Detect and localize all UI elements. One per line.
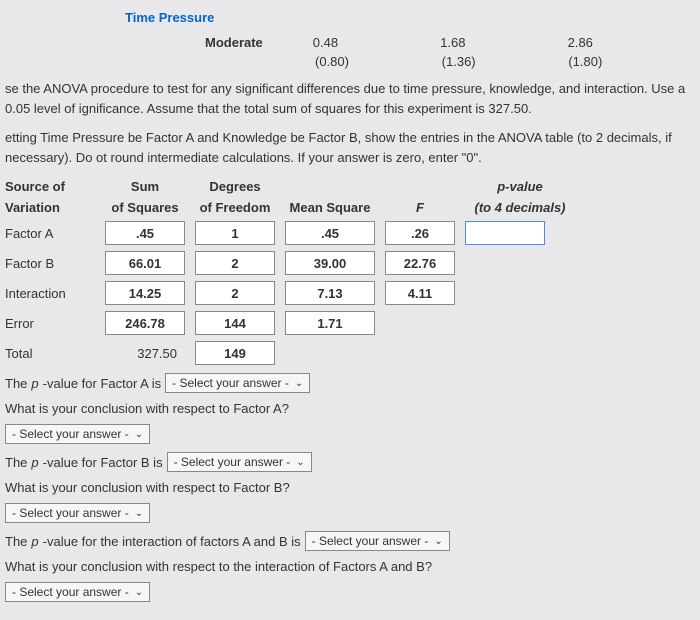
input-b-f[interactable]: 22.76 — [385, 251, 455, 275]
th-p-1: p-value — [460, 179, 580, 194]
instruction-2: etting Time Pressure be Factor A and Kno… — [5, 128, 695, 167]
moderate-v3: 2.86 — [568, 35, 695, 50]
time-pressure-header: Time Pressure — [125, 10, 695, 25]
label-i: Interaction — [5, 286, 100, 301]
row-total: Total 327.50 149 — [5, 341, 695, 365]
input-a-p[interactable] — [465, 221, 545, 245]
total-ss: 327.50 — [105, 346, 185, 361]
paren-v2: (1.36) — [442, 54, 569, 69]
input-b-ms[interactable]: 39.00 — [285, 251, 375, 275]
row-factor-b: Factor B 66.01 2 39.00 22.76 — [5, 251, 695, 275]
q5-a: The — [5, 534, 27, 549]
input-a-f[interactable]: .26 — [385, 221, 455, 245]
th-ss-2: of Squares — [100, 200, 190, 215]
select-conclusion-b[interactable]: - Select your answer - — [5, 503, 150, 523]
label-b: Factor B — [5, 256, 100, 271]
th-ss-1: Sum — [100, 179, 190, 194]
th-df-2: of Freedom — [190, 200, 280, 215]
q6-text: What is your conclusion with respect to … — [5, 559, 695, 574]
select-factor-a-pvalue[interactable]: - Select your answer - — [165, 373, 310, 393]
q5-b: p — [31, 534, 38, 549]
q3-a: The — [5, 455, 27, 470]
row-error: Error 246.78 144 1.71 — [5, 311, 695, 335]
paren-v3: (1.80) — [568, 54, 695, 69]
label-t: Total — [5, 346, 100, 361]
q2-text: What is your conclusion with respect to … — [5, 401, 695, 416]
input-a-df[interactable]: 1 — [195, 221, 275, 245]
th-source-1: Source of — [5, 179, 100, 194]
th-ms: Mean Square — [280, 200, 380, 215]
moderate-row: Moderate 0.48 1.68 2.86 — [205, 35, 695, 50]
label-a: Factor A — [5, 226, 100, 241]
th-df-1: Degrees — [190, 179, 280, 194]
input-i-ss[interactable]: 14.25 — [105, 281, 185, 305]
input-i-df[interactable]: 2 — [195, 281, 275, 305]
input-e-df[interactable]: 144 — [195, 311, 275, 335]
q4-text: What is your conclusion with respect to … — [5, 480, 695, 495]
input-e-ms[interactable]: 1.71 — [285, 311, 375, 335]
input-t-df[interactable]: 149 — [195, 341, 275, 365]
anova-table: Source of Sum Degrees p-value Variation … — [5, 179, 695, 365]
label-e: Error — [5, 316, 100, 331]
instruction-1: se the ANOVA procedure to test for any s… — [5, 79, 695, 118]
q3-c: -value for Factor B is — [43, 455, 163, 470]
select-conclusion-interaction[interactable]: - Select your answer - — [5, 582, 150, 602]
input-i-ms[interactable]: 7.13 — [285, 281, 375, 305]
q1-b: p — [31, 376, 38, 391]
q3-b: p — [31, 455, 38, 470]
paren-v1: (0.80) — [315, 54, 442, 69]
paren-row: (0.80) (1.36) (1.80) — [315, 54, 695, 69]
row-factor-a: Factor A .45 1 .45 .26 — [5, 221, 695, 245]
q1-c: -value for Factor A is — [43, 376, 162, 391]
input-e-ss[interactable]: 246.78 — [105, 311, 185, 335]
th-f: F — [380, 200, 460, 215]
moderate-v1: 0.48 — [313, 35, 440, 50]
q1-a: The — [5, 376, 27, 391]
input-a-ms[interactable]: .45 — [285, 221, 375, 245]
input-b-df[interactable]: 2 — [195, 251, 275, 275]
select-conclusion-a[interactable]: - Select your answer - — [5, 424, 150, 444]
th-p-2: (to 4 decimals) — [460, 200, 580, 215]
select-factor-b-pvalue[interactable]: - Select your answer - — [167, 452, 312, 472]
input-a-ss[interactable]: .45 — [105, 221, 185, 245]
input-i-f[interactable]: 4.11 — [385, 281, 455, 305]
q5-c: -value for the interaction of factors A … — [43, 534, 301, 549]
th-source-2: Variation — [5, 200, 100, 215]
input-b-ss[interactable]: 66.01 — [105, 251, 185, 275]
select-interaction-pvalue[interactable]: - Select your answer - — [305, 531, 450, 551]
row-interaction: Interaction 14.25 2 7.13 4.11 — [5, 281, 695, 305]
moderate-label: Moderate — [205, 35, 313, 50]
moderate-v2: 1.68 — [440, 35, 567, 50]
